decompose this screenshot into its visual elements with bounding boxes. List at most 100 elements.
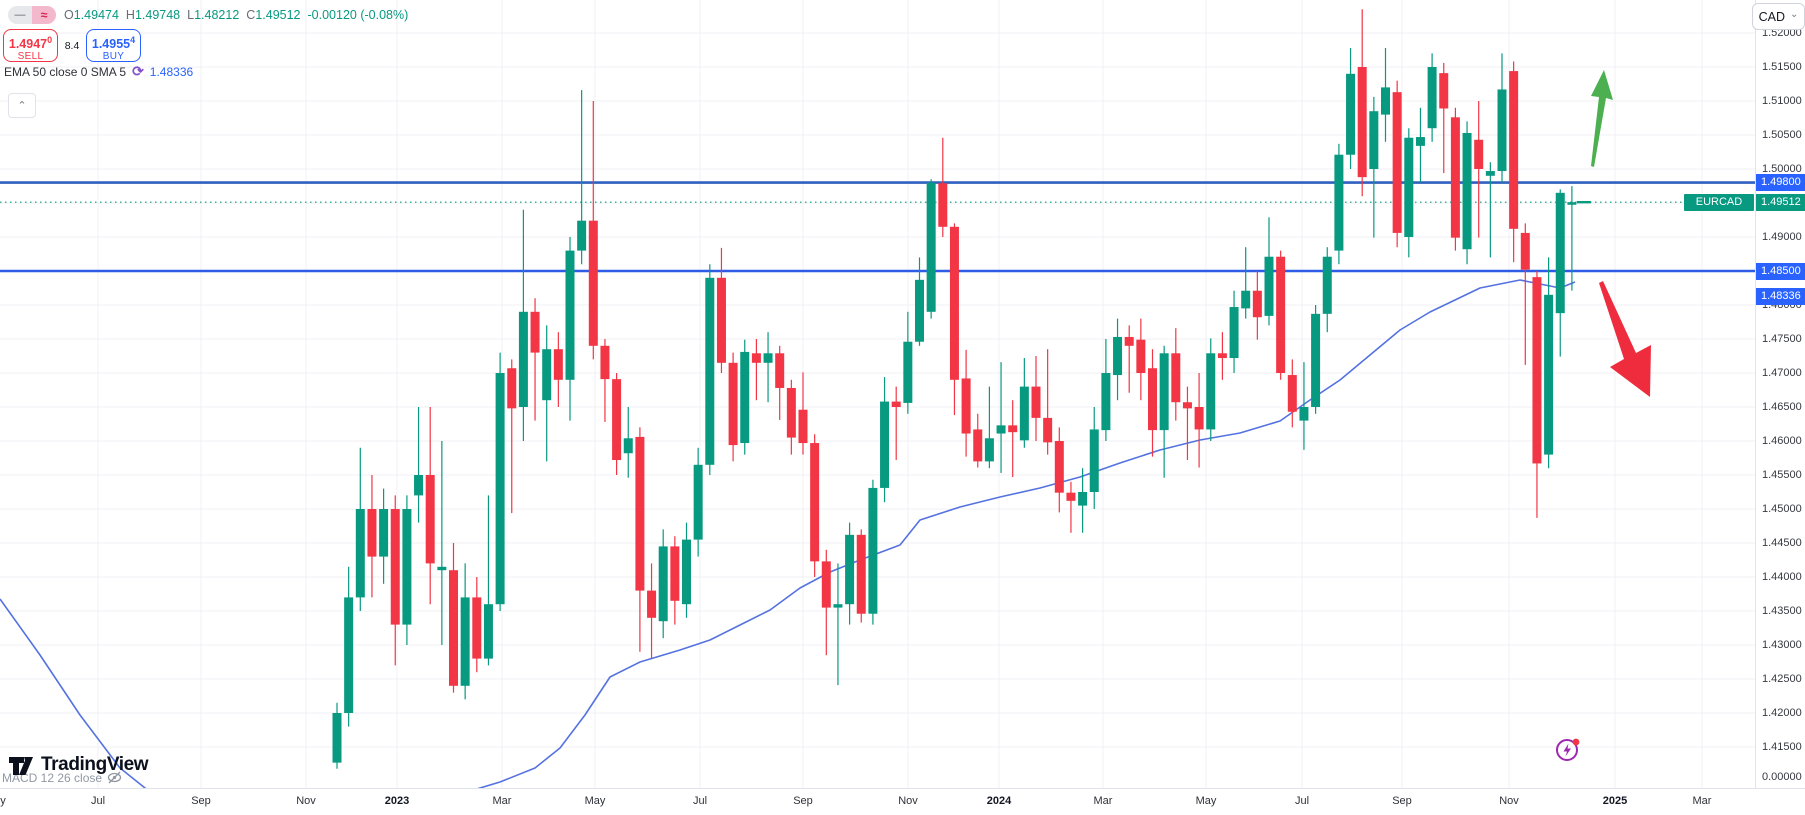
price-axis[interactable]: 1.52000 1.51500 1.51000 1.50500 1.50000 1.490…: [1755, 0, 1805, 788]
candle-body: [1089, 429, 1099, 492]
candle-body: [856, 534, 866, 614]
candle-body: [949, 226, 959, 380]
candle-body: [344, 597, 354, 713]
candle-body: [1113, 336, 1123, 376]
candle-body: [751, 353, 761, 363]
tradingview-logo-icon: [9, 756, 33, 775]
candle-body: [868, 487, 878, 614]
time-tick: Jul: [90, 795, 106, 807]
candle-body: [903, 341, 913, 403]
trade-panel: 1.49470 SELL 8.4 1.49554 BUY: [3, 29, 141, 62]
candle-body: [1404, 137, 1414, 237]
price-tick: 1.41500: [1762, 741, 1802, 753]
ema-indicator-title: EMA 50 close 0 SMA 5: [4, 64, 127, 79]
candle-body: [1450, 117, 1460, 238]
candle-body: [938, 183, 948, 227]
candle-body: [577, 220, 587, 251]
down-trend-arrow[interactable]: [1599, 281, 1651, 397]
symbol-legend-pills[interactable]: — ≈: [8, 6, 56, 24]
candle-body: [483, 604, 493, 659]
candle-body: [891, 401, 901, 407]
candle-body: [542, 349, 552, 401]
price-tick: 1.44000: [1762, 571, 1802, 583]
wave-pill[interactable]: ≈: [32, 6, 56, 24]
candle-body: [1287, 375, 1297, 412]
refresh-icon[interactable]: ⟳: [132, 63, 144, 79]
candle-body: [1474, 139, 1484, 169]
candle-body: [367, 509, 377, 557]
candle-body: [798, 409, 808, 444]
candle-body: [1555, 192, 1565, 314]
candlestick-chart[interactable]: [0, 0, 1755, 788]
tradingview-logo-text: TradingView: [41, 754, 149, 775]
low-label: L: [187, 8, 195, 22]
price-tag-resistance: 1.49800: [1756, 174, 1805, 192]
candle-body: [973, 429, 983, 462]
hidden-macd-indicator: MACD 12 26 close: [2, 770, 122, 785]
candle-body: [1264, 256, 1274, 316]
candle-body: [1148, 368, 1157, 431]
candle-body: [1497, 89, 1507, 172]
sell-button[interactable]: 1.49470 SELL: [3, 29, 58, 62]
low-value: 1.48212: [194, 8, 240, 22]
close-label: C: [246, 8, 256, 22]
time-tick: May: [1195, 795, 1217, 807]
candle-body: [1532, 277, 1542, 464]
boost-flash-icon[interactable]: [1553, 734, 1583, 764]
candle-body: [553, 349, 563, 380]
sell-price: 1.4947: [8, 37, 48, 52]
candle-body: [786, 387, 796, 438]
candle-body: [1334, 154, 1344, 251]
sell-label: SELL: [17, 51, 44, 63]
chart-pane[interactable]: EURCAD: [0, 0, 1755, 788]
candle-body: [1392, 92, 1402, 233]
candle-body: [716, 277, 726, 363]
buy-price-sup: 4: [130, 35, 136, 45]
price-tick: 1.47000: [1762, 367, 1802, 379]
ema-indicator-legend[interactable]: EMA 50 close 0 SMA 5 ⟳ 1.48336: [4, 63, 193, 80]
candle-body: [600, 345, 610, 380]
spread-value: 8.4: [64, 39, 80, 52]
time-tick: Jul: [1294, 795, 1310, 807]
candle-body: [1031, 386, 1041, 418]
eye-off-icon[interactable]: [107, 770, 122, 785]
tradingview-logo[interactable]: TradingView: [8, 754, 149, 776]
time-axis[interactable]: y Jul Sep Nov 2023 Mar May Jul Sep Nov 2024 Mar May J…: [0, 788, 1805, 815]
candle-body: [1206, 353, 1216, 430]
price-tick: 1.44500: [1762, 537, 1802, 549]
candle-body: [775, 353, 785, 388]
candle-body: [1485, 171, 1495, 176]
wave-icon: ≈: [40, 8, 48, 22]
candle-body: [460, 597, 470, 686]
candle-body: [845, 534, 855, 605]
candle-body: [355, 509, 365, 598]
candle-body: [402, 509, 412, 625]
up-trend-arrow[interactable]: [1591, 70, 1613, 167]
price-tick: 1.50000: [1762, 163, 1802, 175]
minus-icon: —: [14, 9, 26, 21]
candle-body: [1101, 373, 1111, 431]
candle-body: [612, 379, 622, 461]
candle-body: [1182, 402, 1192, 409]
buy-button[interactable]: 1.49554 BUY: [86, 29, 141, 62]
price-tag-support: 1.48500: [1756, 262, 1805, 280]
candle-body: [1008, 425, 1018, 433]
candle-body: [1124, 336, 1134, 346]
hide-symbol-pill[interactable]: —: [8, 6, 32, 24]
time-tick: Sep: [793, 795, 813, 807]
candle-body: [635, 436, 645, 591]
collapse-indicators-button[interactable]: ⌃: [8, 93, 36, 118]
candle-body: [1322, 256, 1332, 314]
currency-dropdown[interactable]: CAD ⌄: [1752, 3, 1805, 30]
time-tick: Nov: [296, 795, 316, 807]
candle-body: [961, 378, 971, 434]
buy-label: BUY: [102, 51, 125, 63]
candle-body: [1439, 73, 1449, 109]
price-tick: 1.52000: [1762, 27, 1802, 39]
last-close-tick: [1576, 200, 1591, 204]
candle-body: [495, 373, 505, 605]
candle-body: [530, 311, 540, 353]
time-tick: 2023: [384, 795, 410, 807]
candle-body: [1276, 256, 1286, 373]
